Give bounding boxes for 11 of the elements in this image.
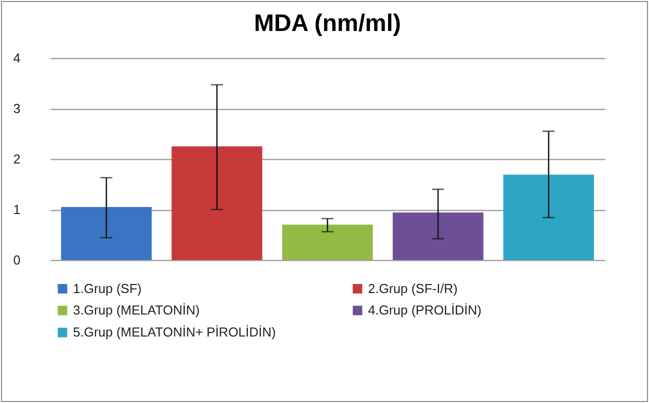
legend-label: 4.Grup (PROLİDİN): [368, 302, 482, 318]
y-tick-label: 4: [13, 50, 20, 66]
y-tick-label: 0: [13, 252, 20, 268]
legend-label: 1.Grup (SF): [73, 280, 142, 296]
y-tick-label: 1: [13, 202, 20, 217]
legend-label: 2.Grup (SF-I/R): [368, 280, 458, 296]
y-tick-label: 2: [13, 152, 20, 166]
legend-label: 3.Grup (MELATONİN): [73, 302, 200, 318]
y-tick-label: 3: [13, 101, 20, 116]
legend-label: 5.Grup (MELATONİN+ PİROLİDİN): [73, 324, 276, 340]
chart-title: MDA (nm/ml): [254, 10, 402, 37]
